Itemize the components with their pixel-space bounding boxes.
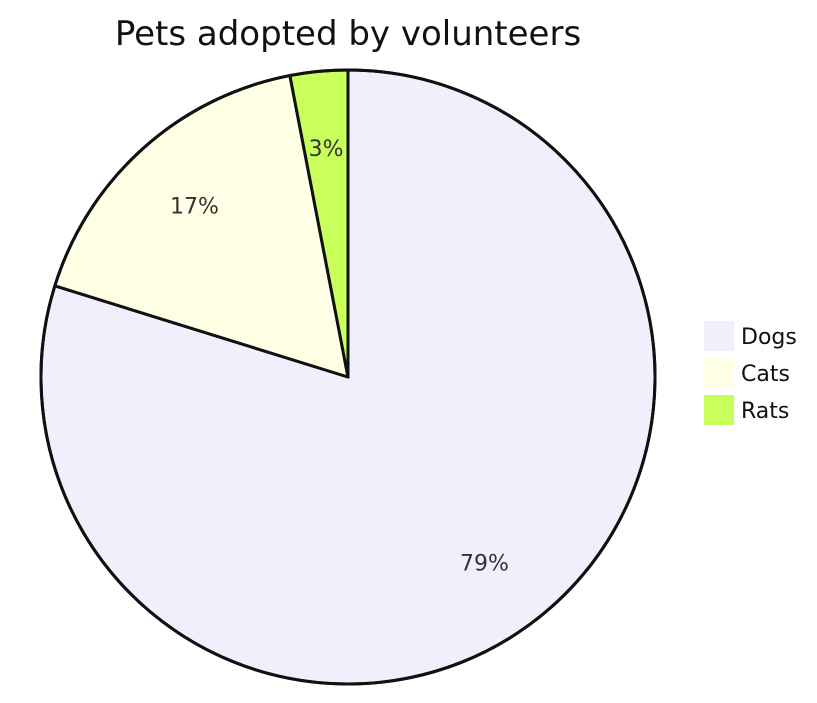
legend-label-rats: Rats (741, 399, 789, 424)
legend-label-dogs: Dogs (741, 325, 797, 350)
slice-label-rats: 3% (309, 137, 344, 162)
legend-swatch-rats (704, 395, 734, 425)
legend-label-cats: Cats (741, 362, 790, 387)
pie-outline (39, 68, 657, 686)
chart-title: Pets adopted by volunteers (115, 14, 581, 54)
slice-label-cats: 17% (170, 194, 219, 219)
pie-slices (39, 68, 657, 686)
legend-swatch-cats (704, 358, 734, 388)
slice-label-dogs: 79% (460, 551, 509, 576)
legend-swatch-dogs (704, 321, 734, 351)
legend: Dogs Cats Rats (704, 321, 797, 425)
pie-slice-labels: 79% 17% 3% (170, 137, 509, 577)
